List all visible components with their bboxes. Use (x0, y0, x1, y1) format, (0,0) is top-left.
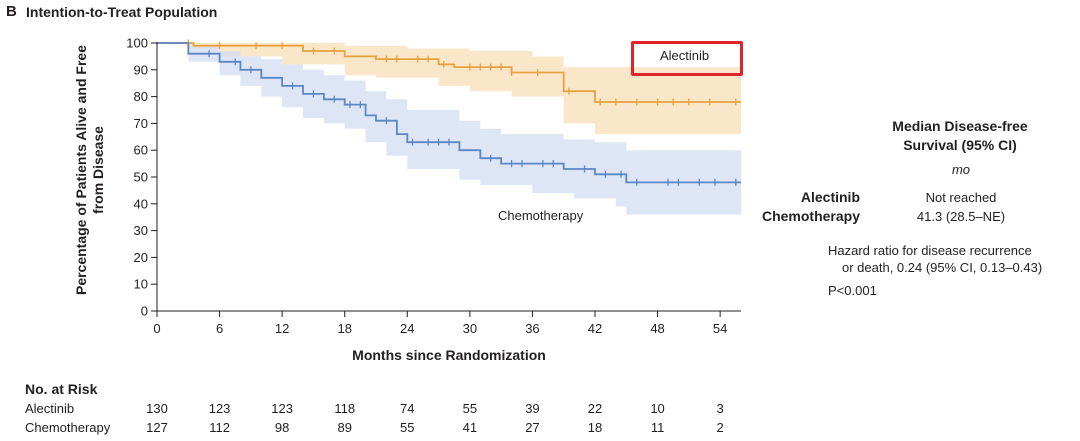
median-panel-title: Median Disease-free Survival (95% CI) (840, 117, 1080, 155)
y-axis-label: Percentage of Patients Alive and Free fr… (73, 45, 106, 296)
risk-value-chemotherapy: 41 (462, 420, 478, 435)
x-tick-label: 12 (275, 321, 289, 336)
y-tick-label: 100 (126, 36, 148, 51)
risk-value-alectinib: 130 (146, 401, 168, 416)
legend-highlight-box (631, 41, 743, 76)
median-label-chemotherapy: Chemotherapy (761, 208, 860, 224)
risk-row-label-chemotherapy: Chemotherapy (25, 420, 111, 435)
x-axis-label: Months since Randomization (352, 347, 546, 363)
risk-value-chemotherapy: 55 (400, 420, 415, 435)
risk-value-alectinib: 74 (400, 401, 415, 416)
risk-value-alectinib: 10 (650, 401, 665, 416)
legend-label-alectinib: Alectinib (660, 48, 710, 63)
x-tick-label: 30 (463, 321, 477, 336)
median-title-line2: Survival (95% CI) (903, 137, 1017, 153)
median-value-alectinib: Not reached (925, 190, 997, 205)
x-tick-label: 54 (713, 321, 727, 336)
x-tick-label: 48 (650, 321, 664, 336)
x-tick-label: 0 (153, 321, 160, 336)
y-tick-label: 40 (134, 196, 148, 211)
y-tick-label: 20 (134, 250, 148, 265)
risk-value-alectinib: 3 (716, 401, 724, 416)
risk-value-chemotherapy: 127 (146, 420, 168, 435)
risk-value-chemotherapy: 2 (716, 420, 724, 435)
x-tick-label: 24 (400, 321, 414, 336)
survival-curve-alectinib (157, 42, 741, 103)
curve-label-chemotherapy: Chemotherapy (498, 208, 584, 223)
median-value-chemotherapy: 41.3 (28.5–NE) (916, 209, 1006, 224)
y-tick-label: 90 (134, 62, 148, 77)
risk-value-alectinib: 39 (525, 401, 540, 416)
y-tick-label: 80 (134, 89, 148, 104)
risk-value-chemotherapy: 89 (337, 420, 352, 435)
y-tick-label: 70 (134, 116, 148, 131)
risk-table-title: No. at Risk (25, 381, 98, 397)
risk-value-alectinib: 123 (208, 401, 231, 416)
risk-value-alectinib: 22 (587, 401, 603, 416)
y-tick-label: 30 (134, 223, 148, 238)
risk-value-chemotherapy: 11 (650, 420, 665, 435)
risk-value-alectinib: 123 (271, 401, 293, 416)
y-tick-label: 50 (134, 170, 148, 185)
risk-value-chemotherapy: 98 (274, 420, 290, 435)
x-tick-label: 36 (525, 321, 539, 336)
y-tick-label: 10 (134, 277, 148, 292)
hazard-ratio-line2: or death, 0.24 (95% CI, 0.13–0.43) (842, 260, 1043, 275)
p-value: P<0.001 (828, 283, 877, 298)
risk-value-chemotherapy: 27 (525, 420, 540, 435)
chart-title: Intention-to-Treat Population (26, 4, 218, 20)
risk-value-alectinib: 55 (462, 401, 478, 416)
y-axis-label-wrap: Percentage of Patients Alive and Free fr… (60, 30, 120, 310)
risk-row-label-alectinib: Alectinib (25, 401, 75, 416)
median-title-line1: Median Disease-free (892, 118, 1028, 134)
risk-value-chemotherapy: 18 (587, 420, 603, 435)
risk-value-alectinib: 118 (334, 401, 356, 416)
panel-letter: B (6, 3, 17, 20)
x-tick-label: 18 (337, 321, 351, 336)
median-unit: mo (951, 162, 971, 177)
hazard-ratio-text: Hazard ratio for disease recurrence or d… (828, 242, 1073, 276)
ci-band-alectinib (157, 43, 741, 135)
hazard-ratio-line1: Hazard ratio for disease recurrence (828, 243, 1032, 258)
y-tick-label: 0 (141, 304, 148, 319)
x-tick-label: 42 (588, 321, 602, 336)
y-tick-label: 60 (134, 143, 148, 158)
x-tick-label: 6 (216, 321, 223, 336)
median-label-alectinib: Alectinib (800, 189, 860, 205)
risk-value-chemotherapy: 112 (209, 420, 230, 435)
